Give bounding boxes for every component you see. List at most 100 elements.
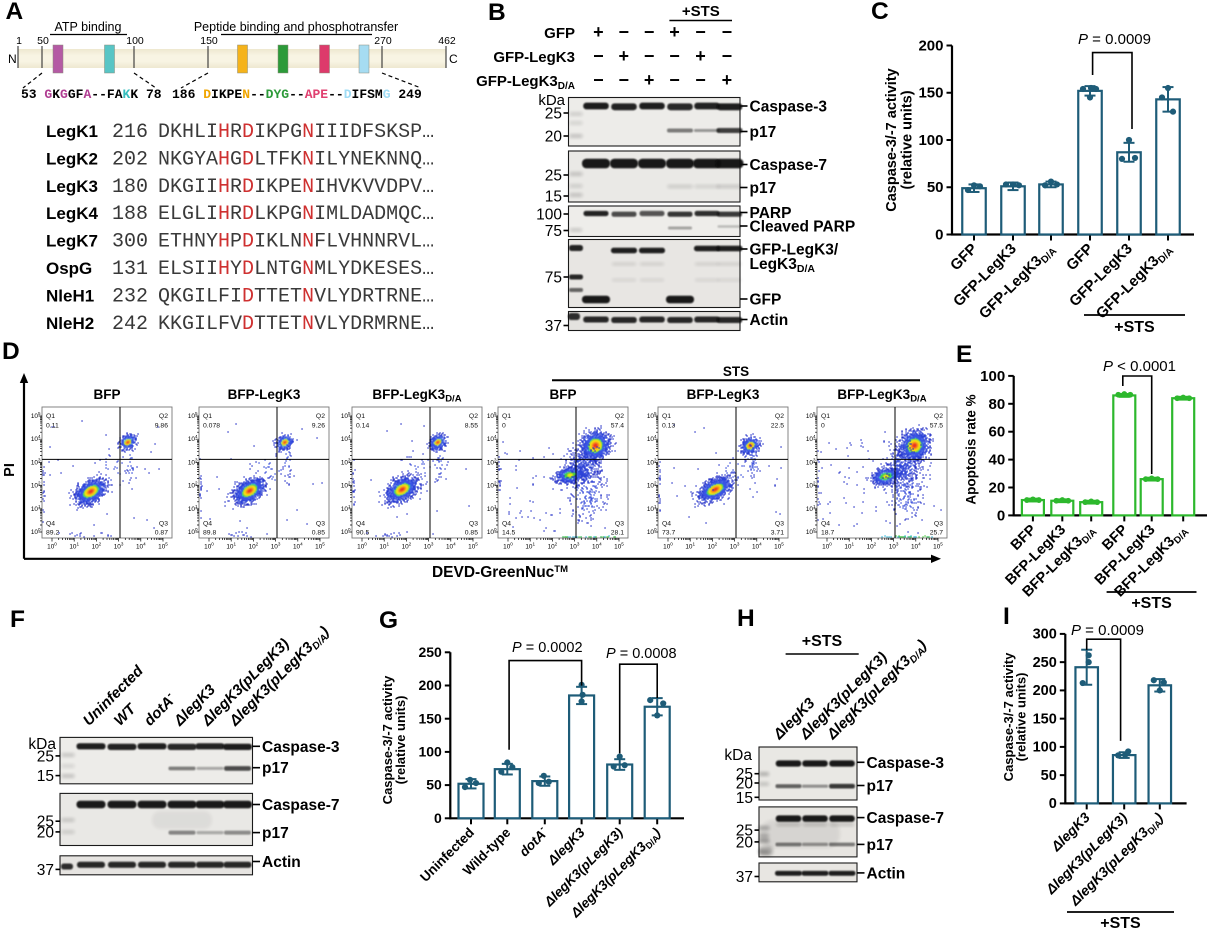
svg-text:89.2: 89.2: [46, 530, 59, 537]
svg-text:p17: p17: [867, 837, 894, 854]
svg-text:104: 104: [188, 434, 198, 443]
svg-text:+: +: [619, 46, 630, 66]
svg-text:Caspase-3/-7 activity: Caspase-3/-7 activity: [884, 68, 900, 211]
svg-text:104: 104: [487, 434, 497, 443]
svg-text:C: C: [449, 52, 458, 66]
svg-text:242: 242: [112, 313, 148, 336]
svg-text:103: 103: [341, 457, 351, 466]
svg-text:Actin: Actin: [867, 865, 906, 882]
svg-text:PARP: PARP: [750, 205, 792, 222]
svg-text:STS: STS: [723, 364, 749, 379]
svg-text:+: +: [669, 22, 680, 42]
svg-text:202: 202: [112, 148, 148, 171]
svg-text:20: 20: [37, 824, 55, 841]
svg-text:22.5: 22.5: [771, 423, 784, 430]
svg-text:BFP-LegK3D/A: BFP-LegK3D/A: [372, 387, 461, 405]
svg-text:0: 0: [1049, 796, 1057, 812]
svg-text:−: −: [593, 70, 604, 90]
svg-text:101: 101: [226, 542, 236, 551]
svg-text:p17: p17: [867, 778, 894, 795]
svg-text:37: 37: [37, 862, 54, 879]
svg-text:105: 105: [31, 411, 41, 420]
svg-text:Caspase-3/-7 activity: Caspase-3/-7 activity: [380, 675, 395, 804]
svg-text:100: 100: [341, 527, 351, 536]
svg-text:F: F: [10, 606, 25, 633]
svg-text:Cleaved PARP: Cleaved PARP: [750, 219, 856, 236]
svg-text:Peptide binding and phosphotra: Peptide binding and phosphotransfer: [194, 20, 398, 34]
svg-text:BFP-LegK3: BFP-LegK3: [687, 387, 760, 402]
svg-text:28.1: 28.1: [611, 530, 624, 537]
svg-text:Caspase-7: Caspase-7: [867, 810, 945, 827]
svg-text:200: 200: [418, 677, 442, 693]
svg-text:300: 300: [112, 231, 148, 254]
svg-text:100: 100: [487, 527, 497, 536]
svg-text:186 DIKPEN--DYG--APE--DIFSMG 2: 186 DIKPEN--DYG--APE--DIFSMG 249: [172, 87, 422, 102]
svg-text:100: 100: [503, 542, 513, 551]
svg-text:Caspase-3: Caspase-3: [750, 99, 828, 116]
svg-text:Q1: Q1: [203, 413, 212, 420]
svg-text:25: 25: [545, 168, 562, 185]
svg-text:A: A: [6, 0, 24, 25]
svg-text:I: I: [1003, 603, 1010, 630]
svg-text:101: 101: [69, 542, 79, 551]
svg-text:+STS: +STS: [682, 3, 720, 20]
svg-text:LegK3: LegK3: [46, 177, 98, 196]
svg-text:75: 75: [545, 270, 562, 287]
svg-text:−: −: [644, 22, 655, 42]
svg-text:100: 100: [31, 527, 41, 536]
svg-text:104: 104: [341, 434, 351, 443]
svg-text:100: 100: [1033, 740, 1057, 756]
svg-text:15: 15: [37, 768, 54, 785]
svg-text:100: 100: [980, 368, 1005, 385]
svg-text:102: 102: [402, 542, 412, 551]
svg-text:LegK4: LegK4: [46, 204, 99, 223]
svg-text:101: 101: [379, 542, 389, 551]
svg-text:ELGLIHRDLKPGNIMLDADMQC…: ELGLIHRDLKPGNIMLDADMQC…: [158, 203, 434, 226]
svg-text:Q1: Q1: [821, 413, 830, 420]
svg-text:Caspase-7: Caspase-7: [750, 157, 828, 174]
svg-text:104: 104: [31, 434, 41, 443]
svg-text:GFP: GFP: [544, 25, 575, 42]
svg-text:Q4: Q4: [203, 521, 212, 528]
svg-text:Q4: Q4: [662, 521, 671, 528]
svg-text:Actin: Actin: [750, 312, 789, 329]
svg-text:25: 25: [545, 106, 562, 123]
svg-text:−: −: [695, 22, 706, 42]
svg-text:0.11: 0.11: [46, 423, 59, 430]
svg-text:GFP-LegK3D/A: GFP-LegK3D/A: [476, 73, 575, 92]
svg-text:Q3: Q3: [775, 521, 784, 528]
svg-text:150: 150: [418, 710, 442, 726]
svg-text:104: 104: [592, 542, 602, 551]
svg-text:P < 0.0001: P < 0.0001: [1103, 358, 1176, 375]
svg-text:P = 0.0008: P = 0.0008: [606, 646, 677, 662]
svg-text:0.87: 0.87: [155, 530, 168, 537]
svg-text:GFP-LegK3/: GFP-LegK3/: [750, 242, 839, 259]
svg-text:90.5: 90.5: [356, 530, 369, 537]
svg-text:102: 102: [647, 481, 657, 490]
svg-text:103: 103: [188, 457, 198, 466]
svg-text:102: 102: [341, 481, 351, 490]
svg-text:150: 150: [1033, 711, 1057, 727]
svg-text:Caspase-3/-7 activity: Caspase-3/-7 activity: [1001, 652, 1016, 781]
svg-text:P = 0.0002: P = 0.0002: [512, 640, 583, 656]
svg-text:102: 102: [867, 542, 877, 551]
svg-text:PI: PI: [2, 463, 18, 477]
svg-text:Q1: Q1: [502, 413, 511, 420]
svg-text:103: 103: [806, 457, 816, 466]
svg-text:101: 101: [685, 542, 695, 551]
svg-text:KKGILFVDTTETNVLYDRMRNE…: KKGILFVDTTETNVLYDRMRNE…: [158, 313, 434, 336]
svg-text:0.078: 0.078: [203, 423, 220, 430]
svg-text:Q2: Q2: [316, 413, 325, 420]
svg-text:LegK7: LegK7: [46, 232, 98, 251]
svg-text:Actin: Actin: [262, 854, 301, 871]
svg-text:0: 0: [434, 810, 442, 826]
svg-text:Q4: Q4: [502, 521, 511, 528]
svg-text:101: 101: [341, 504, 351, 513]
svg-text:40: 40: [989, 452, 1006, 469]
svg-text:+STS: +STS: [802, 633, 843, 650]
svg-text:8.55: 8.55: [465, 423, 478, 430]
svg-text:kDa: kDa: [724, 747, 752, 764]
svg-text:89.8: 89.8: [203, 530, 216, 537]
svg-text:20: 20: [736, 776, 754, 793]
svg-text:Q3: Q3: [159, 521, 168, 528]
